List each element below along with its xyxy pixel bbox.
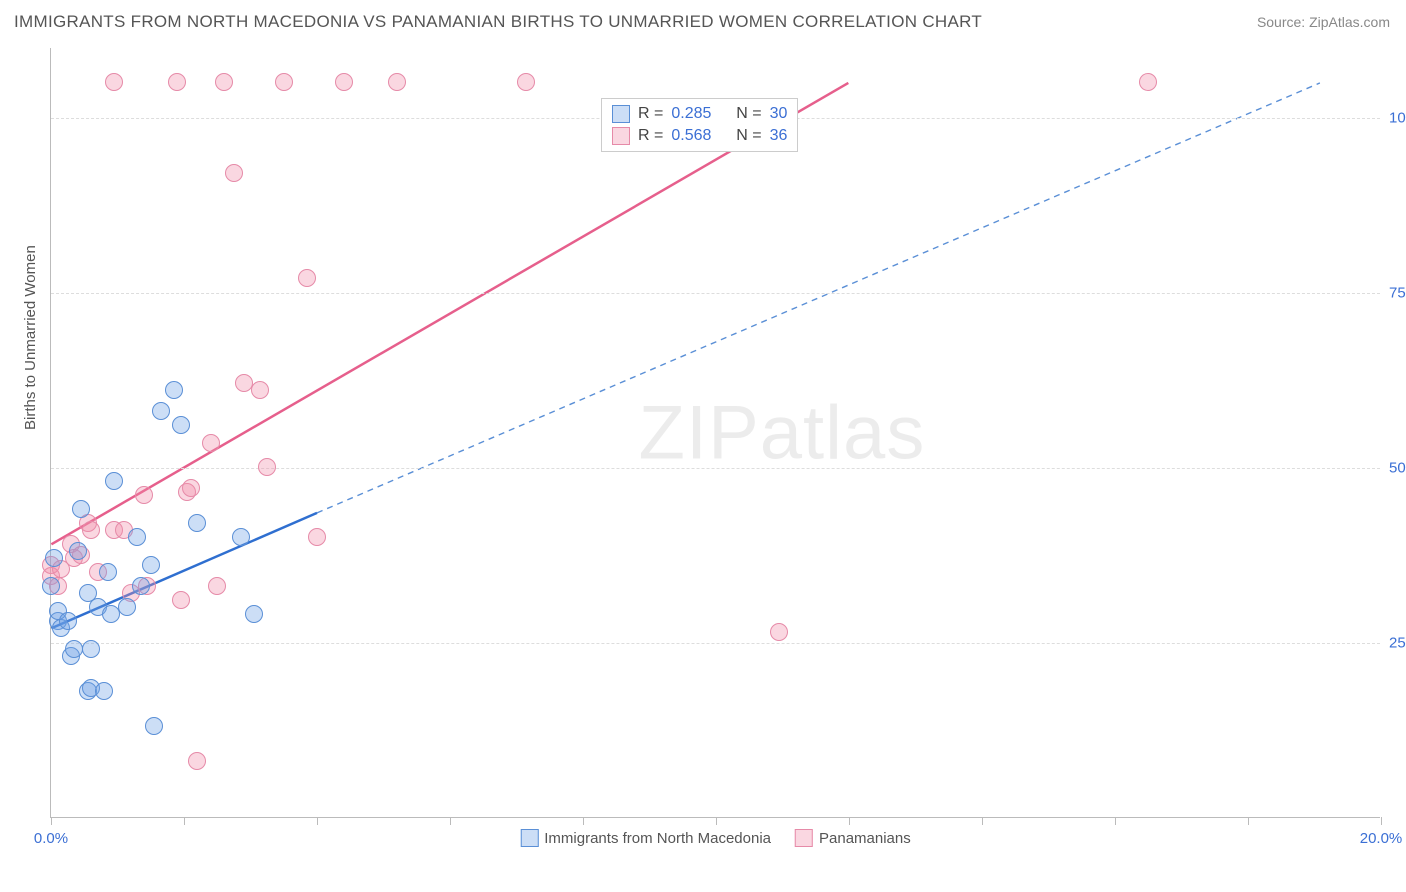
gridline (51, 468, 1380, 469)
y-tick-label: 50.0% (1389, 460, 1406, 477)
scatter-point (235, 374, 253, 392)
gridline (51, 643, 1380, 644)
scatter-point (202, 434, 220, 452)
legend-label-blue: Immigrants from North Macedonia (544, 830, 771, 847)
scatter-point (65, 640, 83, 658)
stats-row-blue: R = 0.285 N = 30 (612, 103, 787, 125)
scatter-point (82, 640, 100, 658)
scatter-point (245, 605, 263, 623)
scatter-point (188, 752, 206, 770)
gridline (51, 293, 1380, 294)
scatter-point (258, 458, 276, 476)
legend-item-pink: Panamanians (795, 829, 911, 847)
stats-legend: R = 0.285 N = 30 R = 0.568 N = 36 (601, 98, 798, 152)
swatch-pink (612, 127, 630, 145)
swatch-blue (520, 829, 538, 847)
scatter-point (82, 521, 100, 539)
legend-label-pink: Panamanians (819, 830, 911, 847)
scatter-point (145, 717, 163, 735)
scatter-point (225, 164, 243, 182)
plot-area: ZIPatlas R = 0.285 N = 30 R = 0.568 N = … (50, 48, 1380, 818)
scatter-point (1139, 73, 1157, 91)
scatter-point (105, 472, 123, 490)
scatter-point (152, 402, 170, 420)
scatter-point (388, 73, 406, 91)
n-value-pink: 36 (770, 127, 788, 145)
scatter-point (770, 623, 788, 641)
x-tick (51, 817, 52, 825)
trend-line (317, 83, 1320, 513)
scatter-point (45, 549, 63, 567)
scatter-point (142, 556, 160, 574)
n-label: N = (736, 105, 761, 123)
r-value-pink: 0.568 (671, 127, 711, 145)
scatter-point (298, 269, 316, 287)
scatter-point (132, 577, 150, 595)
scatter-point (188, 514, 206, 532)
x-tick-label: 20.0% (1360, 830, 1403, 847)
scatter-point (182, 479, 200, 497)
x-tick-label: 0.0% (34, 830, 68, 847)
r-label: R = (638, 127, 663, 145)
scatter-point (128, 528, 146, 546)
x-tick (1115, 817, 1116, 825)
y-tick-label: 25.0% (1389, 635, 1406, 652)
scatter-point (59, 612, 77, 630)
x-tick (982, 817, 983, 825)
y-axis-label: Births to Unmarried Women (22, 245, 39, 430)
trend-line (51, 83, 848, 544)
n-label: N = (736, 127, 761, 145)
y-tick-label: 100.0% (1389, 110, 1406, 127)
r-value-blue: 0.285 (671, 105, 711, 123)
trendlines-svg (51, 48, 1380, 817)
bottom-legend: Immigrants from North Macedonia Panamani… (520, 829, 910, 847)
scatter-point (105, 73, 123, 91)
chart-title: IMMIGRANTS FROM NORTH MACEDONIA VS PANAM… (14, 12, 982, 32)
r-label: R = (638, 105, 663, 123)
legend-item-blue: Immigrants from North Macedonia (520, 829, 771, 847)
scatter-point (118, 598, 136, 616)
x-tick (450, 817, 451, 825)
scatter-point (208, 577, 226, 595)
scatter-point (135, 486, 153, 504)
stats-row-pink: R = 0.568 N = 36 (612, 125, 787, 147)
scatter-point (232, 528, 250, 546)
x-tick (317, 817, 318, 825)
n-value-blue: 30 (770, 105, 788, 123)
scatter-point (308, 528, 326, 546)
scatter-point (95, 682, 113, 700)
scatter-point (99, 563, 117, 581)
x-tick (583, 817, 584, 825)
scatter-point (215, 73, 233, 91)
x-tick (716, 817, 717, 825)
scatter-point (251, 381, 269, 399)
y-tick-label: 75.0% (1389, 285, 1406, 302)
x-tick (1248, 817, 1249, 825)
scatter-point (69, 542, 87, 560)
scatter-point (172, 416, 190, 434)
scatter-point (72, 500, 90, 518)
scatter-point (172, 591, 190, 609)
swatch-pink (795, 829, 813, 847)
source-attribution: Source: ZipAtlas.com (1257, 14, 1390, 30)
scatter-point (335, 73, 353, 91)
chart-container: IMMIGRANTS FROM NORTH MACEDONIA VS PANAM… (0, 0, 1406, 892)
scatter-point (275, 73, 293, 91)
x-tick (184, 817, 185, 825)
scatter-point (168, 73, 186, 91)
scatter-point (517, 73, 535, 91)
scatter-point (165, 381, 183, 399)
x-tick (1381, 817, 1382, 825)
swatch-blue (612, 105, 630, 123)
x-tick (849, 817, 850, 825)
scatter-point (42, 577, 60, 595)
scatter-point (102, 605, 120, 623)
